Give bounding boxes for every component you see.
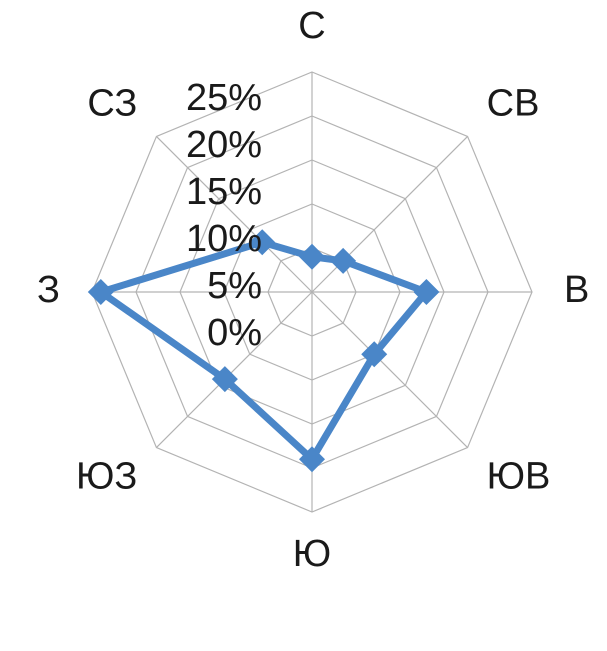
data-point-marker [413, 279, 440, 305]
category-labels: С СВ В ЮВ Ю ЮЗ З СЗ [37, 5, 589, 575]
category-label: С [298, 5, 325, 47]
axis-spoke [311, 291, 468, 448]
series-layer [87, 229, 440, 473]
tick-label: 15% [186, 171, 262, 213]
category-label: ЮЗ [76, 456, 137, 498]
data-point-marker [211, 366, 238, 393]
category-label: ЮВ [487, 456, 551, 498]
category-label: СЗ [87, 82, 137, 124]
data-point-marker [87, 279, 114, 305]
data-point-marker [330, 247, 357, 274]
category-label: З [37, 269, 60, 311]
grid [91, 71, 533, 513]
tick-label: 20% [186, 124, 262, 166]
tick-label: 25% [186, 77, 262, 119]
category-label: В [564, 269, 589, 311]
radial-tick-labels: 0% 5% 10% 15% 20% 25% [186, 77, 262, 354]
data-point-marker [361, 341, 388, 368]
category-label: Ю [293, 533, 331, 575]
data-point-marker [249, 229, 276, 256]
tick-label: 0% [207, 312, 262, 354]
data-point-marker [299, 243, 325, 270]
axis-spoke [156, 136, 313, 293]
data-point-marker [299, 446, 325, 473]
axis-spoke [156, 291, 313, 448]
category-label: СВ [487, 82, 540, 124]
tick-label: 10% [186, 218, 262, 260]
tick-label: 5% [207, 265, 262, 307]
